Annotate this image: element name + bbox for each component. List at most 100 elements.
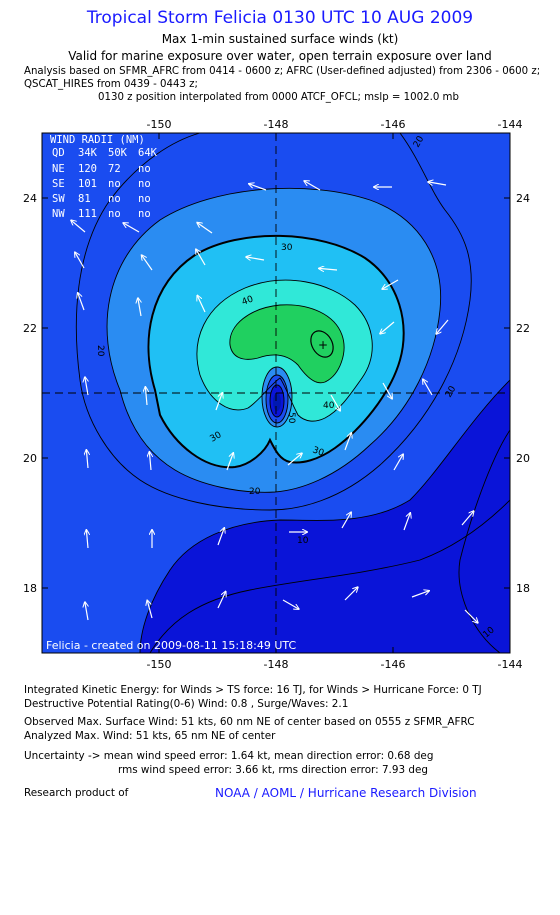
analysis-line-1: Analysis based on SFMR_AFRC from 0414 - … (24, 66, 541, 77)
contour-label: 30 (311, 445, 325, 458)
wind-vectors (71, 181, 478, 623)
lat-label-left: 24 (23, 192, 37, 205)
lon-label-bottom: -148 (264, 658, 289, 671)
hrd-link[interactable]: NOAA / AOML / Hurricane Research Divisio… (215, 786, 477, 800)
lon-label-bottom: -144 (498, 658, 523, 671)
radii-header: 50K (108, 147, 128, 159)
wind-arrow (464, 609, 478, 623)
wind-arrow (215, 393, 222, 411)
radii-cell: no (138, 208, 151, 220)
radii-cell: no (108, 193, 121, 205)
wind-band-gt-50 (229, 304, 345, 383)
analyzed-max-line: Analyzed Max. Wind: 51 kts, 65 nm NE of … (24, 730, 276, 742)
contour-label: 30 (281, 243, 293, 253)
lon-label-top: -150 (147, 118, 172, 131)
wind-arrow (197, 223, 213, 234)
lat-label-right: 22 (516, 322, 530, 335)
wind-arrow (282, 599, 299, 609)
analysis-line-2: QSCAT_HIRES from 0439 - 0443 z; (24, 79, 198, 90)
lon-label-top: -146 (381, 118, 406, 131)
created-timestamp: Felicia - created on 2009-08-11 15:18:49… (46, 639, 296, 652)
lat-label-right: 18 (516, 582, 530, 595)
contour-label: 20 (95, 345, 105, 357)
lon-label-top: -148 (264, 118, 289, 131)
eye-ring-4 (273, 393, 281, 411)
radii-cell: NE (52, 163, 65, 175)
wind-arrow (380, 321, 395, 334)
max-wind-marker: + (318, 338, 328, 352)
wind-arrow (403, 513, 410, 531)
wind-arrow (304, 181, 321, 191)
wind-arrow (423, 379, 433, 396)
wind-maximum-contour (310, 330, 334, 358)
wind-arrow (382, 382, 392, 399)
contour-label: 10 (297, 536, 309, 546)
radii-cell: no (138, 193, 151, 205)
wind-arrow (344, 433, 351, 451)
lon-label-top: -144 (498, 118, 523, 131)
hurricane-force-34kt-boundary (147, 234, 405, 469)
radii-cell: NW (52, 208, 65, 220)
wind-arrow (71, 220, 86, 233)
wind-arrow (78, 293, 85, 311)
wind-arrow (149, 452, 151, 471)
wind-arrow (217, 528, 224, 546)
axis-tick-labels: -150 -150 -148 -148 -146 -146 -144 -144 24 24 22 22… (23, 118, 530, 671)
wind-arrow (428, 182, 447, 185)
radii-cell: 120 (78, 163, 97, 175)
wind-arrow (461, 511, 474, 526)
wind-arrow (341, 512, 351, 529)
wind-arrow (85, 602, 88, 621)
wind-radii-title: WIND RADII (NM) (50, 134, 145, 146)
wind-arrow (246, 257, 265, 260)
map-subtitle-2: Valid for marine exposure over water, op… (68, 49, 492, 63)
radii-header: 34K (78, 147, 98, 159)
wind-arrow (226, 453, 233, 471)
wind-arrow (145, 387, 147, 406)
analysis-line-3: 0130 z position interpolated from 0000 A… (98, 92, 459, 103)
radii-cell: no (108, 178, 121, 190)
radii-cell: 111 (78, 208, 97, 220)
lat-label-left: 18 (23, 582, 37, 595)
wind-band-lt-10 (140, 380, 510, 653)
map-title: Tropical Storm Felicia 0130 UTC 10 AUG 2… (86, 8, 474, 28)
wind-arrow (393, 454, 403, 471)
axis-ticks (42, 133, 511, 653)
wind-arrow (85, 377, 88, 396)
radii-header: 64K (138, 147, 158, 159)
lon-label-bottom: -146 (381, 658, 406, 671)
radii-header: QD (52, 147, 65, 159)
lon-label-bottom: -150 (147, 658, 172, 671)
uncertainty-line-1: Uncertainty -> mean wind speed error: 1.… (24, 750, 434, 762)
wind-arrow (217, 592, 226, 609)
dpr-line: Destructive Potential Rating(0-6) Wind: … (24, 698, 349, 710)
contour-label: 40 (241, 294, 255, 307)
wind-arrow (138, 298, 141, 317)
wind-arrow (197, 296, 206, 313)
wind-arrow (86, 450, 88, 469)
ike-line: Integrated Kinetic Energy: for Winds > T… (24, 684, 482, 696)
radii-cell: SE (52, 178, 65, 190)
radii-cell: 72 (108, 163, 121, 175)
radii-cell: no (138, 178, 151, 190)
wind-arrow (75, 252, 85, 269)
observed-max-line: Observed Max. Surface Wind: 51 kts, 60 n… (24, 716, 475, 728)
wind-arrow (86, 530, 88, 549)
lat-label-left: 22 (23, 322, 37, 335)
contour-label: 50 (286, 412, 296, 424)
wind-arrow (147, 601, 153, 619)
research-product-label: Research product of (24, 787, 129, 799)
wind-arrow (330, 394, 340, 411)
map-subtitle-1: Max 1-min sustained surface winds (kt) (161, 32, 399, 46)
wind-arrow (411, 591, 429, 598)
wind-arrow (123, 223, 140, 233)
radii-cell: no (108, 208, 121, 220)
wind-arrow (382, 279, 399, 289)
wind-arrow (196, 249, 206, 266)
radii-cell: SW (52, 193, 65, 205)
radii-cell: 81 (78, 193, 91, 205)
radii-cell: no (138, 163, 151, 175)
wind-arrow (319, 268, 338, 270)
lat-label-right: 20 (516, 452, 530, 465)
